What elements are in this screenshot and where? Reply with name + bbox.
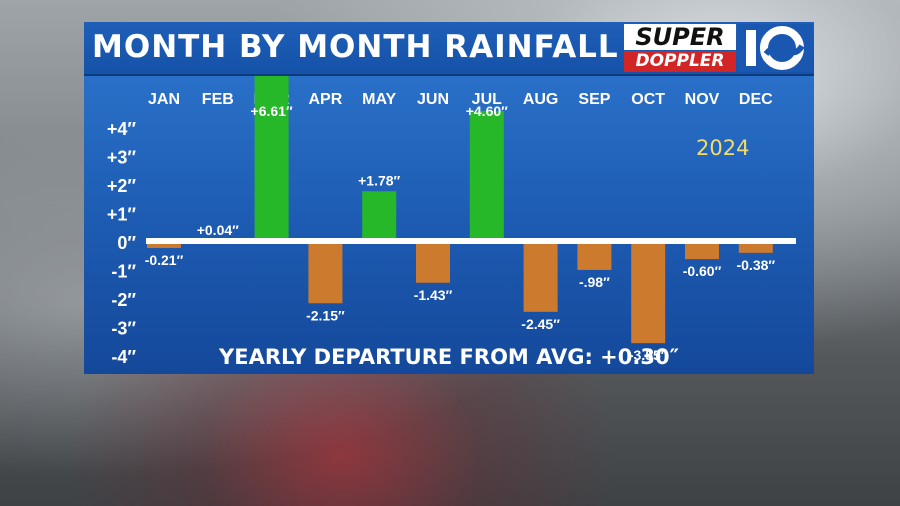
value-label: -0.60″ xyxy=(683,263,722,279)
bar xyxy=(685,242,719,260)
bar xyxy=(469,110,504,243)
y-tick-label: -3″ xyxy=(111,319,136,339)
month-label: MAY xyxy=(362,91,396,108)
bar xyxy=(362,191,397,242)
bar xyxy=(631,242,666,344)
y-tick-label: +4″ xyxy=(107,119,137,139)
month-label: JUN xyxy=(417,91,449,108)
bar xyxy=(416,242,450,283)
value-label: -.98″ xyxy=(579,274,610,290)
y-tick-label: -4″ xyxy=(111,347,136,367)
yearly-departure-summary: YEARLY DEPARTURE FROM AVG: +0.30″ xyxy=(219,345,679,369)
y-tick-label: +2″ xyxy=(107,176,137,196)
month-label: JAN xyxy=(148,91,180,108)
bar xyxy=(523,242,558,312)
value-label: +0.04″ xyxy=(197,222,239,238)
value-label: +1.78″ xyxy=(358,172,400,188)
logo-doppler-text: DOPPLER xyxy=(624,51,736,72)
y-tick-label: +3″ xyxy=(107,148,137,168)
month-label: SEP xyxy=(578,91,610,108)
logo-super-text: SUPER xyxy=(624,24,736,50)
month-label: DEC xyxy=(739,91,773,108)
zero-line xyxy=(146,238,796,244)
bar xyxy=(147,242,181,248)
value-label: -0.21″ xyxy=(145,252,184,268)
value-label: +6.61″ xyxy=(251,103,293,119)
y-tick-label: -2″ xyxy=(111,290,136,310)
month-label: AUG xyxy=(523,91,559,108)
month-label: JUL xyxy=(472,91,502,108)
station-logo: SUPER DOPPLER xyxy=(624,24,812,74)
y-tick-label: 0″ xyxy=(117,233,136,253)
value-label: -0.38″ xyxy=(736,257,775,273)
month-label: FEB xyxy=(202,91,234,108)
value-label: -3.55″ xyxy=(629,347,668,363)
channel-10-wave-logo-icon xyxy=(738,24,812,72)
chart-title: MONTH BY MONTH RAINFALL xyxy=(92,29,619,65)
month-label: APR xyxy=(309,91,343,108)
value-label: -2.45″ xyxy=(521,316,560,332)
y-tick-label: -1″ xyxy=(111,262,136,282)
bar xyxy=(577,242,612,270)
value-label: +4.60″ xyxy=(466,103,508,119)
rainfall-departure-chart: +4″+3″+2″+1″0″-1″-2″-3″-4″JANFEBMARAPRMA… xyxy=(107,76,796,367)
value-label: -2.15″ xyxy=(306,307,345,323)
value-label: -1.43″ xyxy=(414,287,453,303)
chart-panel: +4″+3″+2″+1″0″-1″-2″-3″-4″JANFEBMARAPRMA… xyxy=(84,76,814,374)
bar xyxy=(254,76,289,242)
y-tick-label: +1″ xyxy=(107,205,137,225)
month-label: NOV xyxy=(685,91,720,108)
month-label: OCT xyxy=(631,91,665,108)
year-label: 2024 xyxy=(696,136,750,160)
bar xyxy=(738,242,773,253)
bar xyxy=(308,242,343,304)
